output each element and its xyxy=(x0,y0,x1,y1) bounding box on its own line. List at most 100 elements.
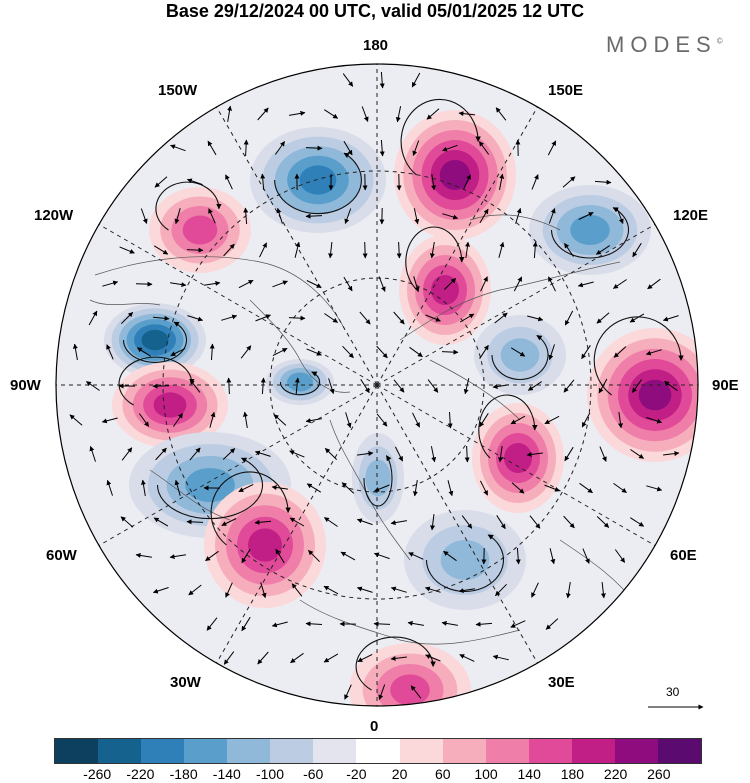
wind-vector xyxy=(645,349,662,356)
wind-vector xyxy=(464,445,470,463)
wind-vector xyxy=(613,346,627,358)
wind-vector xyxy=(409,346,423,358)
meridian-line xyxy=(98,224,378,386)
wind-vector xyxy=(374,484,390,492)
wind-vector xyxy=(458,588,475,594)
wind-vector xyxy=(340,551,356,561)
wind-vector xyxy=(207,140,217,156)
wind-vector xyxy=(154,176,168,188)
colorbar-tick-label: 140 xyxy=(517,766,541,782)
wind-vector xyxy=(630,449,645,459)
wind-vector xyxy=(598,378,608,394)
wind-vector xyxy=(442,213,459,220)
wind-vector xyxy=(344,684,352,700)
wind-vector xyxy=(170,347,186,357)
wind-vector xyxy=(564,310,574,326)
colorbar-tick-label: 100 xyxy=(474,766,498,782)
wind-vector xyxy=(395,106,402,123)
graticule xyxy=(56,64,698,706)
wind-vector xyxy=(306,280,322,288)
wind-vector xyxy=(273,414,287,426)
wind-vector xyxy=(478,141,490,155)
wind-vector xyxy=(101,417,118,424)
wind-vector xyxy=(221,314,238,321)
wind-vector xyxy=(72,343,78,360)
wind-vector xyxy=(594,179,612,185)
wind-vector xyxy=(443,550,457,562)
wind-vector xyxy=(243,207,249,225)
streamline xyxy=(550,207,630,259)
wind-vector xyxy=(155,447,167,461)
wind-vector xyxy=(291,583,303,597)
colorbar xyxy=(54,738,702,764)
wind-vector xyxy=(413,208,420,225)
wind-vector xyxy=(498,241,505,258)
wind-vector xyxy=(172,412,184,427)
wind-vector xyxy=(226,377,232,395)
wind-vector xyxy=(189,447,201,461)
wind-vector xyxy=(629,313,645,323)
wind-vector xyxy=(412,412,420,428)
wind-vector xyxy=(305,418,322,424)
wind-vector xyxy=(459,313,475,323)
wind-vector xyxy=(189,379,201,393)
wind-vector xyxy=(549,548,556,565)
streamline xyxy=(274,152,362,215)
wind-vector xyxy=(431,174,436,191)
lon-label-0: 0 xyxy=(370,718,379,735)
anomaly-cell-neg-europe xyxy=(404,510,526,610)
wind-vector xyxy=(430,514,436,531)
wind-vector xyxy=(356,586,373,593)
wind-vector xyxy=(663,451,680,457)
wind-vector xyxy=(376,413,388,427)
colorbar-swatch xyxy=(614,739,658,763)
wind-vector xyxy=(495,107,507,121)
wind-vector xyxy=(361,106,369,122)
streamline xyxy=(425,534,505,593)
wind-vector xyxy=(289,110,306,116)
wind-vector xyxy=(479,208,489,224)
wind-vector xyxy=(430,446,437,463)
colorbar-tick-label: -20 xyxy=(346,766,367,782)
wind-vector xyxy=(426,108,440,120)
wind-vector xyxy=(238,483,254,493)
copyright-mark: © xyxy=(716,36,723,46)
wind-vector xyxy=(390,655,407,661)
wind-vector xyxy=(447,411,453,429)
colorbar-tick-label: 260 xyxy=(647,766,671,782)
colorbar-ticks: -260 -220 -180 -140 -100 -60 -20 20 60 100 140 180 2… xyxy=(0,766,750,783)
wind-vector xyxy=(442,144,458,152)
wind-vector xyxy=(323,653,339,663)
wind-vector xyxy=(275,548,285,564)
wind-vector xyxy=(276,207,283,224)
wind-vector xyxy=(479,480,489,496)
wind-vector xyxy=(613,482,627,494)
wind-vector xyxy=(260,582,267,599)
colorbar-swatch xyxy=(356,739,400,763)
wind-vector xyxy=(427,379,439,393)
wind-vector xyxy=(492,654,509,661)
wind-vector xyxy=(544,484,560,492)
modes-logo-text: MODES xyxy=(606,32,717,57)
wind-vector xyxy=(169,554,186,560)
wind-vector xyxy=(135,281,153,287)
wind-vector xyxy=(225,582,233,598)
wind-vector xyxy=(186,178,203,186)
wind-vector xyxy=(373,552,390,560)
wind-vector xyxy=(390,586,407,593)
wind-vector xyxy=(664,380,678,392)
wind-vector xyxy=(85,381,100,391)
coastline-segment xyxy=(299,599,521,645)
wind-vector xyxy=(227,105,233,122)
wind-vector xyxy=(407,620,424,626)
colorbar-tick-label: -260 xyxy=(83,766,112,782)
meridian-line xyxy=(98,384,378,546)
wind-vector xyxy=(341,482,355,494)
wind-vector xyxy=(564,446,574,462)
wind-vector xyxy=(498,446,503,463)
wind-vector xyxy=(241,616,251,632)
streamline xyxy=(156,457,264,520)
wind-vector xyxy=(545,618,559,630)
wind-vector xyxy=(89,445,96,462)
